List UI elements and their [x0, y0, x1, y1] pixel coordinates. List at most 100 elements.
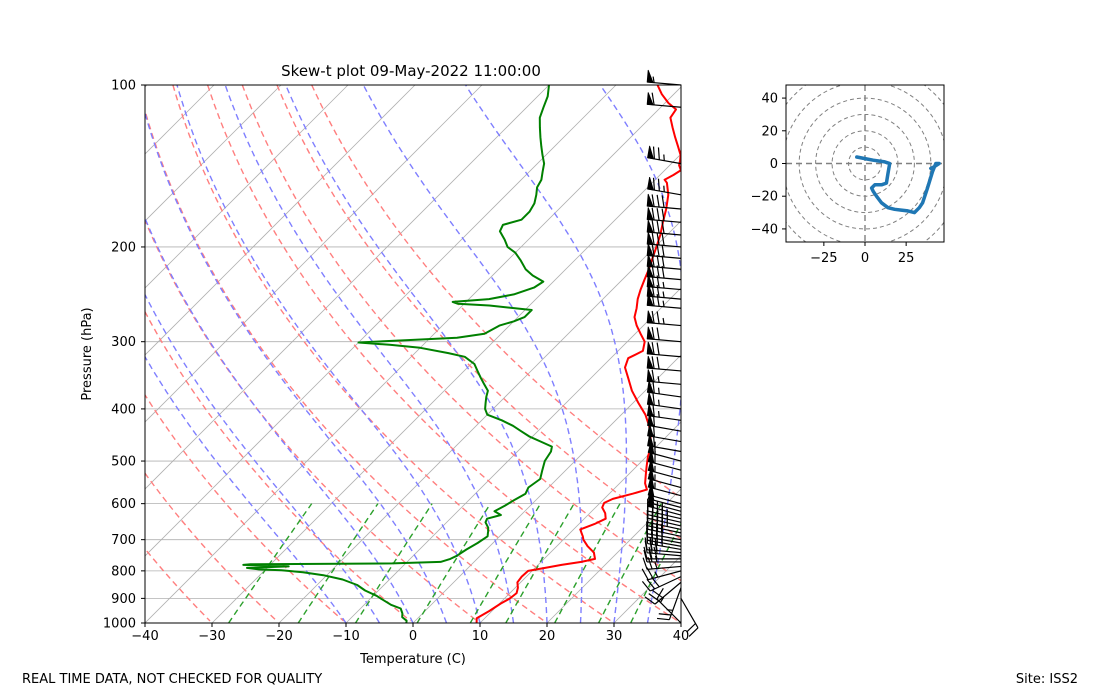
wind-barb-pennant [647, 413, 654, 427]
wind-barb-pennant [647, 475, 655, 490]
wind-barb-flag [656, 220, 660, 234]
wind-barb-half-flag [657, 411, 660, 418]
isotherm-line [145, 85, 349, 289]
wind-barb-flag [652, 589, 663, 599]
skewt-panel: Skew-t plot 09-May-2022 11:00:00 −40 −30−… [80, 62, 1100, 667]
x-tick-label: −10 [332, 629, 359, 644]
hodograph-y-tick-label: 0 [770, 157, 778, 172]
wind-barb-pennant [646, 231, 654, 245]
wind-barb-half-flag [662, 281, 665, 289]
hodograph-x-tick-label: −25 [810, 251, 837, 266]
x-tick-label: −20 [265, 629, 292, 644]
wind-barb [647, 449, 682, 471]
hodograph-x-tick-label: 0 [861, 251, 869, 266]
wind-barb-pennant [647, 423, 654, 438]
wind-barb-flag [641, 568, 649, 580]
isotherm-line [412, 354, 681, 623]
wind-barb-pennant [647, 433, 654, 448]
wind-barb-flag [656, 208, 660, 221]
dry-adiabat-line [145, 108, 545, 622]
wind-barb-flag [657, 617, 670, 621]
hodograph-y-tick-label: −20 [751, 190, 778, 205]
wind-barb [644, 581, 682, 605]
wind-barb-shaft [647, 542, 682, 551]
wind-barb-half-flag [657, 376, 660, 383]
wind-barb-flag [643, 546, 648, 560]
wind-barb-flag [644, 596, 656, 605]
wind-barb-flag [658, 613, 672, 616]
wind-barb-flag [656, 356, 660, 370]
wind-barb [646, 92, 682, 108]
hodograph-trace [855, 155, 941, 215]
moist-adiabat-line [145, 110, 448, 623]
y-tick-label: 100 [111, 79, 136, 94]
wind-barb [657, 587, 682, 621]
wind-barb-pennant [647, 176, 654, 191]
moist-adiabat-line [285, 85, 548, 623]
wind-barb [646, 231, 682, 248]
isotherm-line [748, 85, 1100, 623]
isotherm-line [145, 86, 681, 623]
wind-barb-shaft [656, 598, 682, 624]
isotherm-line [479, 421, 681, 623]
hodograph-x-axis: −25 0 25 [810, 242, 914, 266]
wind-barb [646, 69, 682, 86]
moist-adiabat-line [362, 85, 583, 623]
wind-barb-pennant [646, 69, 654, 84]
wind-barb-flag [656, 588, 664, 600]
wind-barb-shaft [647, 528, 682, 537]
x-tick-label: −40 [131, 629, 158, 644]
wind-barb-shaft [647, 549, 682, 554]
y-tick-label: 800 [111, 564, 136, 579]
wind-barb-pennant [646, 369, 654, 383]
moist-adiabat-line [145, 216, 414, 623]
wind-barb-flag [656, 311, 660, 324]
moist-adiabat-line [465, 85, 628, 623]
y-tick-label: 1000 [103, 617, 136, 632]
wind-barb-flag [643, 549, 648, 563]
mixing-ratio-line [354, 503, 433, 623]
moist-adiabat-line [176, 85, 481, 623]
wind-barb-pennant [646, 254, 654, 268]
wind-barb-pennant [647, 145, 654, 160]
dry-adiabat-line [206, 85, 679, 622]
wind-barb-flag [651, 194, 655, 207]
dry-adiabat-line [145, 547, 211, 622]
wind-barb-shaft [647, 552, 682, 557]
wind-barb [646, 392, 682, 410]
moist-adiabat-line [224, 85, 515, 623]
y-tick-label: 400 [111, 402, 136, 417]
wind-barb-pennant [646, 326, 654, 340]
dry-adiabat-line [145, 218, 478, 622]
x-tick-label: 40 [673, 629, 690, 644]
isotherm-line [145, 85, 215, 155]
dry-adiabat-line [276, 85, 681, 540]
wind-barb-pennant [646, 219, 654, 233]
wind-barb-half-flag [662, 300, 665, 307]
wind-barb-half-flag [659, 596, 665, 603]
wind-barb [643, 546, 681, 560]
wind-barb-half-flag [666, 609, 673, 611]
wind-barb-flag [651, 356, 655, 369]
x-tick-label: 30 [606, 629, 623, 644]
isotherm-line [145, 85, 282, 222]
wind-barb-shaft [647, 525, 682, 534]
wind-barb-pennant [646, 310, 654, 324]
isotherm-line [345, 287, 681, 623]
mixing-ratio-line [469, 503, 542, 623]
wind-barb-pennant [647, 483, 655, 497]
wind-barb-half-flag [662, 317, 665, 325]
wind-barb-flag [654, 538, 658, 551]
wind-barb-pennant [646, 193, 654, 207]
moist-adiabat-line [599, 85, 681, 623]
y-axis-label: Pressure (hPa) [80, 307, 95, 400]
y-tick-label: 200 [111, 240, 136, 255]
wind-barb-flag [652, 404, 655, 417]
wind-barb-pennant [646, 243, 654, 257]
wind-barb-pennant [646, 403, 654, 417]
wind-barb-flag [651, 92, 655, 106]
wind-barb-shaft [647, 539, 682, 547]
wind-barb-shaft [649, 576, 682, 592]
wind-barb-pennant [646, 380, 654, 394]
grid-lines [145, 85, 1100, 623]
